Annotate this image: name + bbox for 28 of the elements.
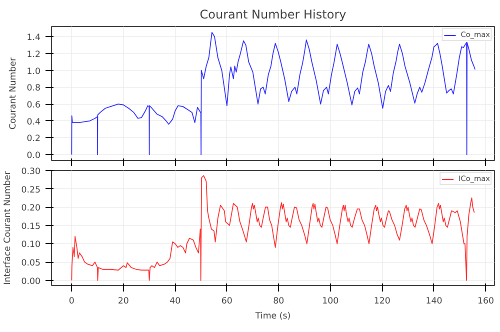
- y-tick-label: 0.4: [26, 117, 41, 128]
- y-tick-label: 0.30: [21, 167, 41, 177]
- x-tick-label: 80: [273, 296, 284, 306]
- y-tick-label: 1.0: [26, 66, 41, 77]
- x-tick-label: 0: [68, 296, 74, 306]
- x-tick-label: 60: [221, 296, 232, 306]
- y-tick-label: 0.8: [26, 84, 41, 94]
- x-tick-label: 20: [118, 296, 129, 306]
- x-axis-title: Time (s): [254, 312, 291, 322]
- x-tick-label: 140: [426, 296, 442, 306]
- y-tick-label: 0.05: [21, 258, 41, 269]
- x-tick-label: 120: [374, 296, 390, 306]
- y-tick-label: 1.4: [26, 33, 41, 44]
- y-tick-label: 0.10: [21, 240, 41, 250]
- y-tick-label: 0.25: [21, 185, 41, 196]
- chart-title: Courant Number History: [200, 8, 346, 22]
- y-tick-label: 0.0: [26, 151, 41, 162]
- y-tick-label: 1.2: [26, 50, 41, 60]
- y-tick-label: 0.2: [26, 134, 41, 144]
- y-tick-label: 0.20: [21, 204, 41, 214]
- y-tick-label: 0.00: [21, 276, 41, 287]
- y-axis-title: Interface Courant Number: [3, 170, 14, 285]
- x-tick-label: 40: [170, 296, 181, 306]
- x-tick-label: 160: [477, 296, 494, 306]
- y-tick-label: 0.6: [26, 100, 41, 111]
- x-tick-label: 100: [322, 296, 339, 306]
- y-axis-title: Courant Number: [8, 57, 19, 130]
- y-tick-label: 0.15: [21, 222, 41, 232]
